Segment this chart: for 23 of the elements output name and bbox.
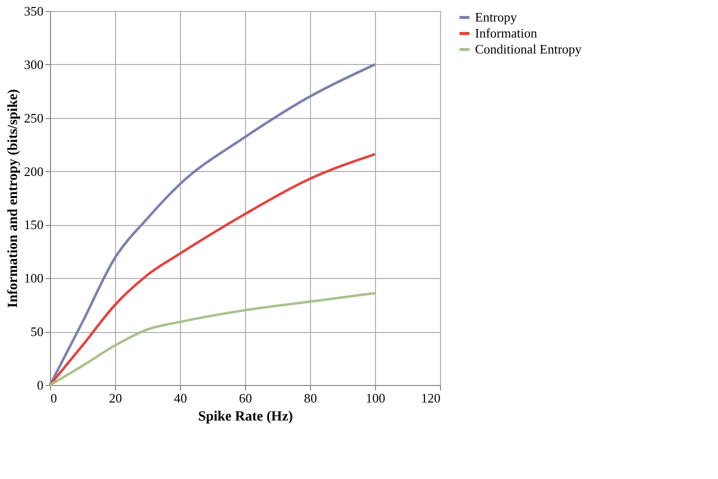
x-tick-label: 120 (421, 390, 440, 406)
line-series (48, 152, 376, 386)
x-tick-label: 40 (174, 390, 187, 406)
y-tick-label: 350 (24, 4, 44, 18)
y-tick-label: 0 (37, 378, 44, 392)
y-tick-label: 50 (30, 324, 44, 340)
x-tick-label: 80 (304, 390, 317, 406)
x-tick-label: 0 (50, 390, 57, 406)
x-tick-label: 60 (239, 390, 252, 406)
legend-label: Information (475, 26, 538, 40)
x-tick-label: 20 (109, 390, 122, 406)
y-axis-title: Information and entropy (bits/spike) (6, 88, 21, 308)
y-tick-label: 200 (24, 164, 44, 179)
line-series (48, 63, 376, 386)
x-tick-label: 100 (366, 390, 386, 406)
line-series (48, 292, 376, 386)
legend-label: Conditional Entropy (475, 42, 582, 56)
y-tick-label: 300 (24, 56, 44, 72)
y-tick-label: 250 (24, 110, 44, 126)
legend-label: Entropy (475, 10, 518, 24)
y-tick-label: 100 (24, 270, 44, 286)
x-axis-title: Spike Rate (Hz) (198, 410, 294, 424)
y-tick-label: 150 (24, 217, 44, 232)
